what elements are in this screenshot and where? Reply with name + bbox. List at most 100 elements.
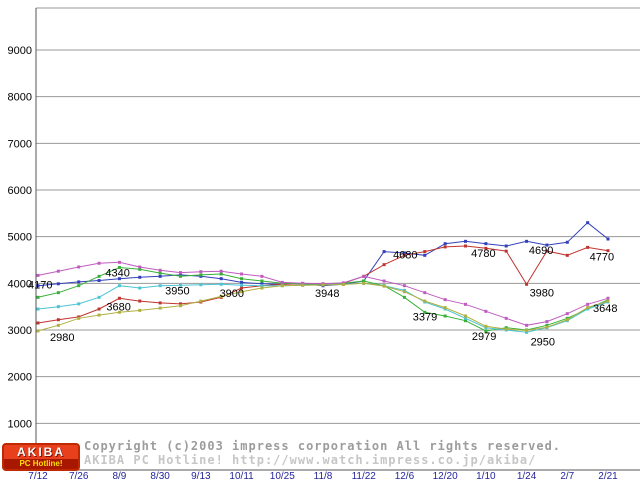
data-point-cyan (117, 284, 121, 288)
data-point-navy (219, 277, 223, 281)
site-url-text: AKIBA PC Hotline! http://www.watch.impre… (84, 453, 537, 467)
data-point-magenta (484, 309, 488, 313)
x-axis-label: 2/7 (560, 471, 574, 480)
data-point-olive (158, 306, 162, 310)
x-axis-label: 7/12 (28, 471, 48, 480)
x-axis-label: 10/25 (270, 471, 295, 480)
x-axis-label: 1/10 (476, 471, 496, 480)
data-point-magenta (586, 302, 590, 306)
data-point-olive (138, 308, 142, 312)
data-label: 4340 (105, 267, 129, 279)
x-axis-label: 8/9 (112, 471, 126, 480)
data-point-cyan (525, 330, 529, 334)
data-point-magenta (423, 291, 427, 295)
data-point-magenta (504, 316, 508, 320)
data-point-olive (565, 318, 569, 322)
data-point-red (36, 321, 40, 325)
data-point-red (565, 253, 569, 257)
data-point-red (586, 245, 590, 249)
data-point-olive (464, 314, 467, 318)
data-point-red (179, 302, 182, 306)
data-point-olive (525, 328, 529, 332)
data-point-olive (97, 313, 101, 317)
data-label: 4780 (471, 248, 495, 260)
data-point-green (117, 265, 121, 269)
data-point-navy (443, 242, 447, 246)
data-point-red (525, 282, 529, 286)
data-point-magenta (199, 270, 203, 274)
data-label: 4770 (590, 251, 614, 263)
x-axis-label: 10/11 (229, 471, 254, 480)
data-point-red (484, 246, 488, 250)
data-point-magenta (545, 320, 549, 324)
y-axis-label: 9000 (8, 45, 32, 57)
akiba-logo-subtitle: PC Hotline! (4, 459, 78, 469)
data-point-olive (321, 283, 325, 287)
data-point-green (545, 323, 549, 327)
x-axis-label: 8/30 (150, 471, 170, 480)
data-point-olive (443, 306, 447, 310)
data-point-magenta (280, 280, 284, 284)
data-point-green (443, 314, 447, 318)
data-point-green (240, 277, 244, 281)
data-point-navy (240, 280, 244, 284)
data-point-olive (586, 306, 590, 310)
data-label: 4690 (529, 245, 553, 257)
data-point-cyan (138, 286, 142, 290)
data-point-navy (606, 237, 610, 241)
data-point-navy (484, 242, 488, 246)
data-point-cyan (219, 282, 223, 286)
data-point-cyan (56, 305, 60, 309)
y-axis-label: 2000 (8, 372, 32, 384)
data-point-green (484, 329, 488, 333)
data-point-green (402, 295, 406, 299)
data-point-green (138, 267, 142, 271)
data-point-olive (382, 284, 386, 288)
data-point-navy (138, 275, 142, 279)
data-point-red (382, 263, 386, 267)
data-point-olive (341, 283, 345, 286)
y-axis-label: 1000 (8, 418, 32, 430)
data-point-navy (586, 221, 590, 225)
data-point-magenta (240, 272, 244, 276)
data-point-navy (260, 282, 264, 286)
data-point-cyan (77, 302, 81, 306)
x-axis-label: 2/21 (598, 471, 618, 480)
data-point-olive (117, 310, 121, 314)
data-point-green (260, 279, 264, 283)
data-point-magenta (565, 312, 569, 316)
x-axis-label: 11/8 (314, 471, 333, 480)
data-point-olive (545, 325, 549, 329)
data-point-red (464, 244, 467, 248)
data-point-navy (117, 277, 121, 281)
x-axis-label: 1/24 (517, 471, 537, 480)
data-point-olive (484, 324, 488, 328)
data-point-magenta (36, 273, 40, 277)
data-point-green (36, 295, 40, 299)
y-axis-label: 4000 (8, 278, 32, 290)
data-point-olive (301, 283, 305, 287)
x-axis-label: 12/20 (433, 471, 458, 480)
data-point-olive (280, 284, 284, 288)
x-axis-label: 12/6 (395, 471, 415, 480)
data-point-navy (158, 274, 162, 278)
x-axis-label: 9/13 (191, 471, 211, 480)
data-point-cyan (36, 307, 40, 311)
data-point-magenta (525, 323, 529, 327)
data-point-magenta (362, 274, 366, 278)
data-point-olive (504, 327, 508, 331)
data-point-olive (240, 290, 244, 294)
data-point-olive (423, 299, 427, 303)
data-point-red (443, 245, 447, 249)
data-point-navy (525, 239, 529, 243)
data-point-magenta (138, 265, 142, 269)
data-point-green (362, 279, 366, 283)
data-point-magenta (341, 281, 345, 285)
data-label: 2950 (531, 336, 555, 348)
data-point-magenta (219, 269, 223, 273)
data-point-cyan (158, 284, 162, 288)
data-point-green (219, 272, 223, 276)
data-label: 2980 (50, 332, 74, 344)
